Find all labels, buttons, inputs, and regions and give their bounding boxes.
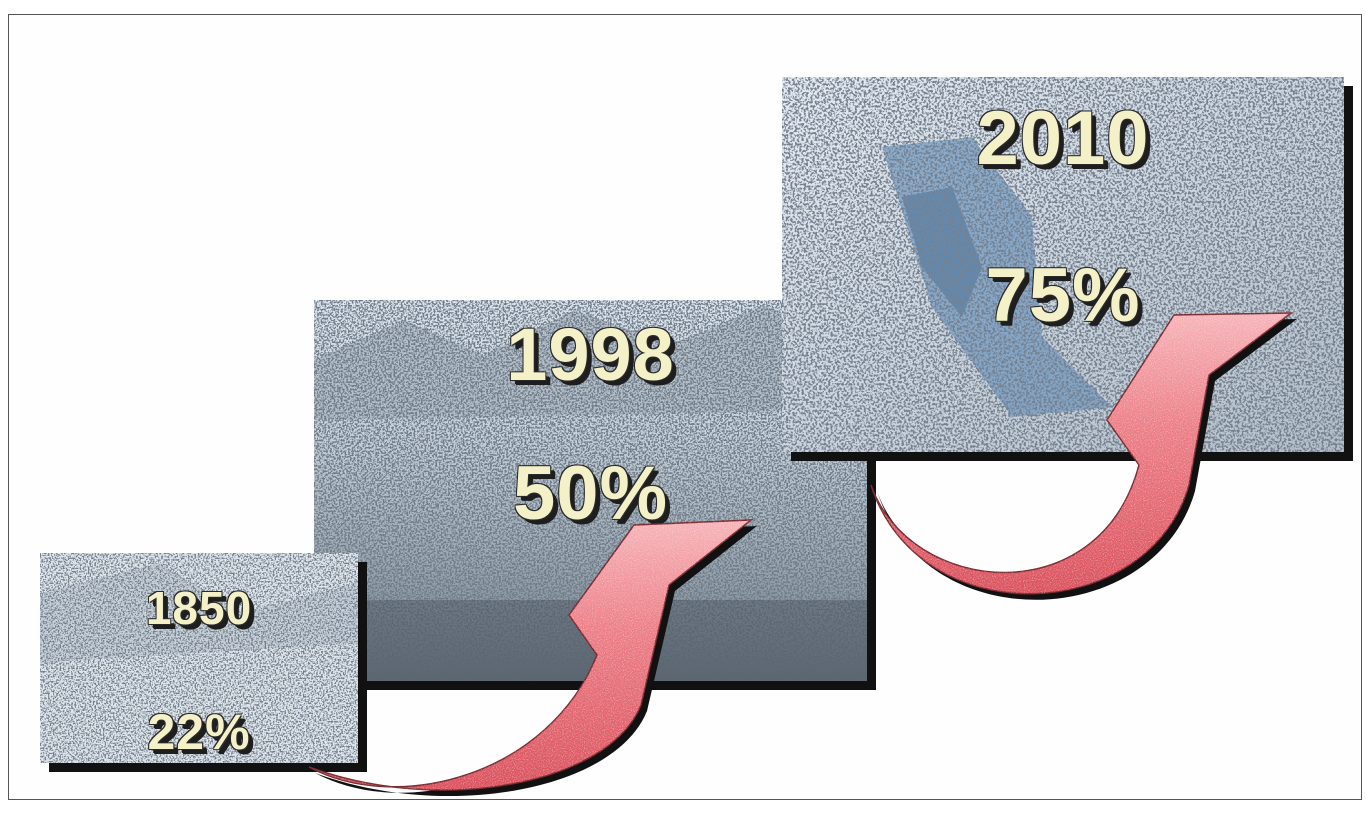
city-photo-1850 (40, 553, 358, 763)
year-label-2010: 2010 (976, 96, 1150, 181)
year-label-1850: 1850 (145, 582, 253, 634)
percent-label-1998: 50% (512, 451, 669, 536)
slide-frame: 1998 50% 2010 75% (8, 14, 1362, 800)
percent-label-1850: 22% (147, 704, 251, 760)
year-label-1998: 1998 (506, 313, 675, 396)
photo-panel-1850: 1850 22% (40, 553, 358, 763)
photo-panel-2010: 2010 75% (782, 77, 1344, 452)
percent-label-2010: 75% (985, 253, 1141, 338)
